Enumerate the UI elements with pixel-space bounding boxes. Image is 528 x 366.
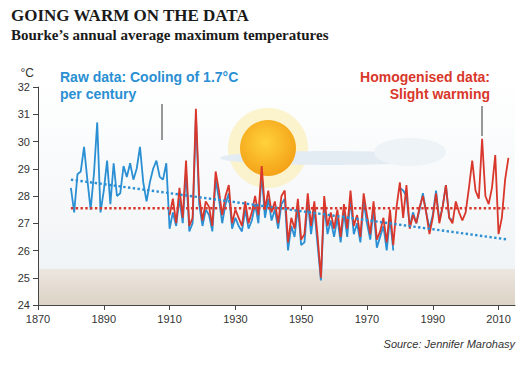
svg-text:per century: per century — [60, 86, 136, 102]
svg-text:1870: 1870 — [26, 313, 50, 325]
svg-text:GOING WARM ON THE DATA: GOING WARM ON THE DATA — [11, 6, 249, 25]
svg-text:Source: Jennifer Marohasy: Source: Jennifer Marohasy — [384, 338, 517, 350]
svg-text:32: 32 — [18, 81, 30, 93]
svg-text:1930: 1930 — [223, 313, 247, 325]
svg-text:Raw data: Cooling of 1.7°C: Raw data: Cooling of 1.7°C — [60, 69, 238, 85]
svg-text:1910: 1910 — [157, 313, 181, 325]
svg-text:24: 24 — [18, 299, 30, 311]
svg-text:2010: 2010 — [486, 313, 510, 325]
svg-text:1970: 1970 — [355, 313, 379, 325]
svg-text:Slight warming: Slight warming — [390, 86, 490, 102]
svg-text:26: 26 — [18, 245, 30, 257]
svg-text:1890: 1890 — [92, 313, 116, 325]
svg-text:28: 28 — [18, 190, 30, 202]
svg-text:31: 31 — [18, 108, 30, 120]
svg-text:Homogenised data:: Homogenised data: — [360, 69, 490, 85]
svg-text:Bourke’s annual average maximu: Bourke’s annual average maximum temperat… — [11, 27, 329, 43]
svg-text:30: 30 — [18, 136, 30, 148]
svg-text:1950: 1950 — [289, 313, 313, 325]
svg-text:1990: 1990 — [421, 313, 445, 325]
svg-text:25: 25 — [18, 272, 30, 284]
svg-text:27: 27 — [18, 217, 30, 229]
svg-text:°C: °C — [21, 66, 35, 80]
svg-text:29: 29 — [18, 163, 30, 175]
